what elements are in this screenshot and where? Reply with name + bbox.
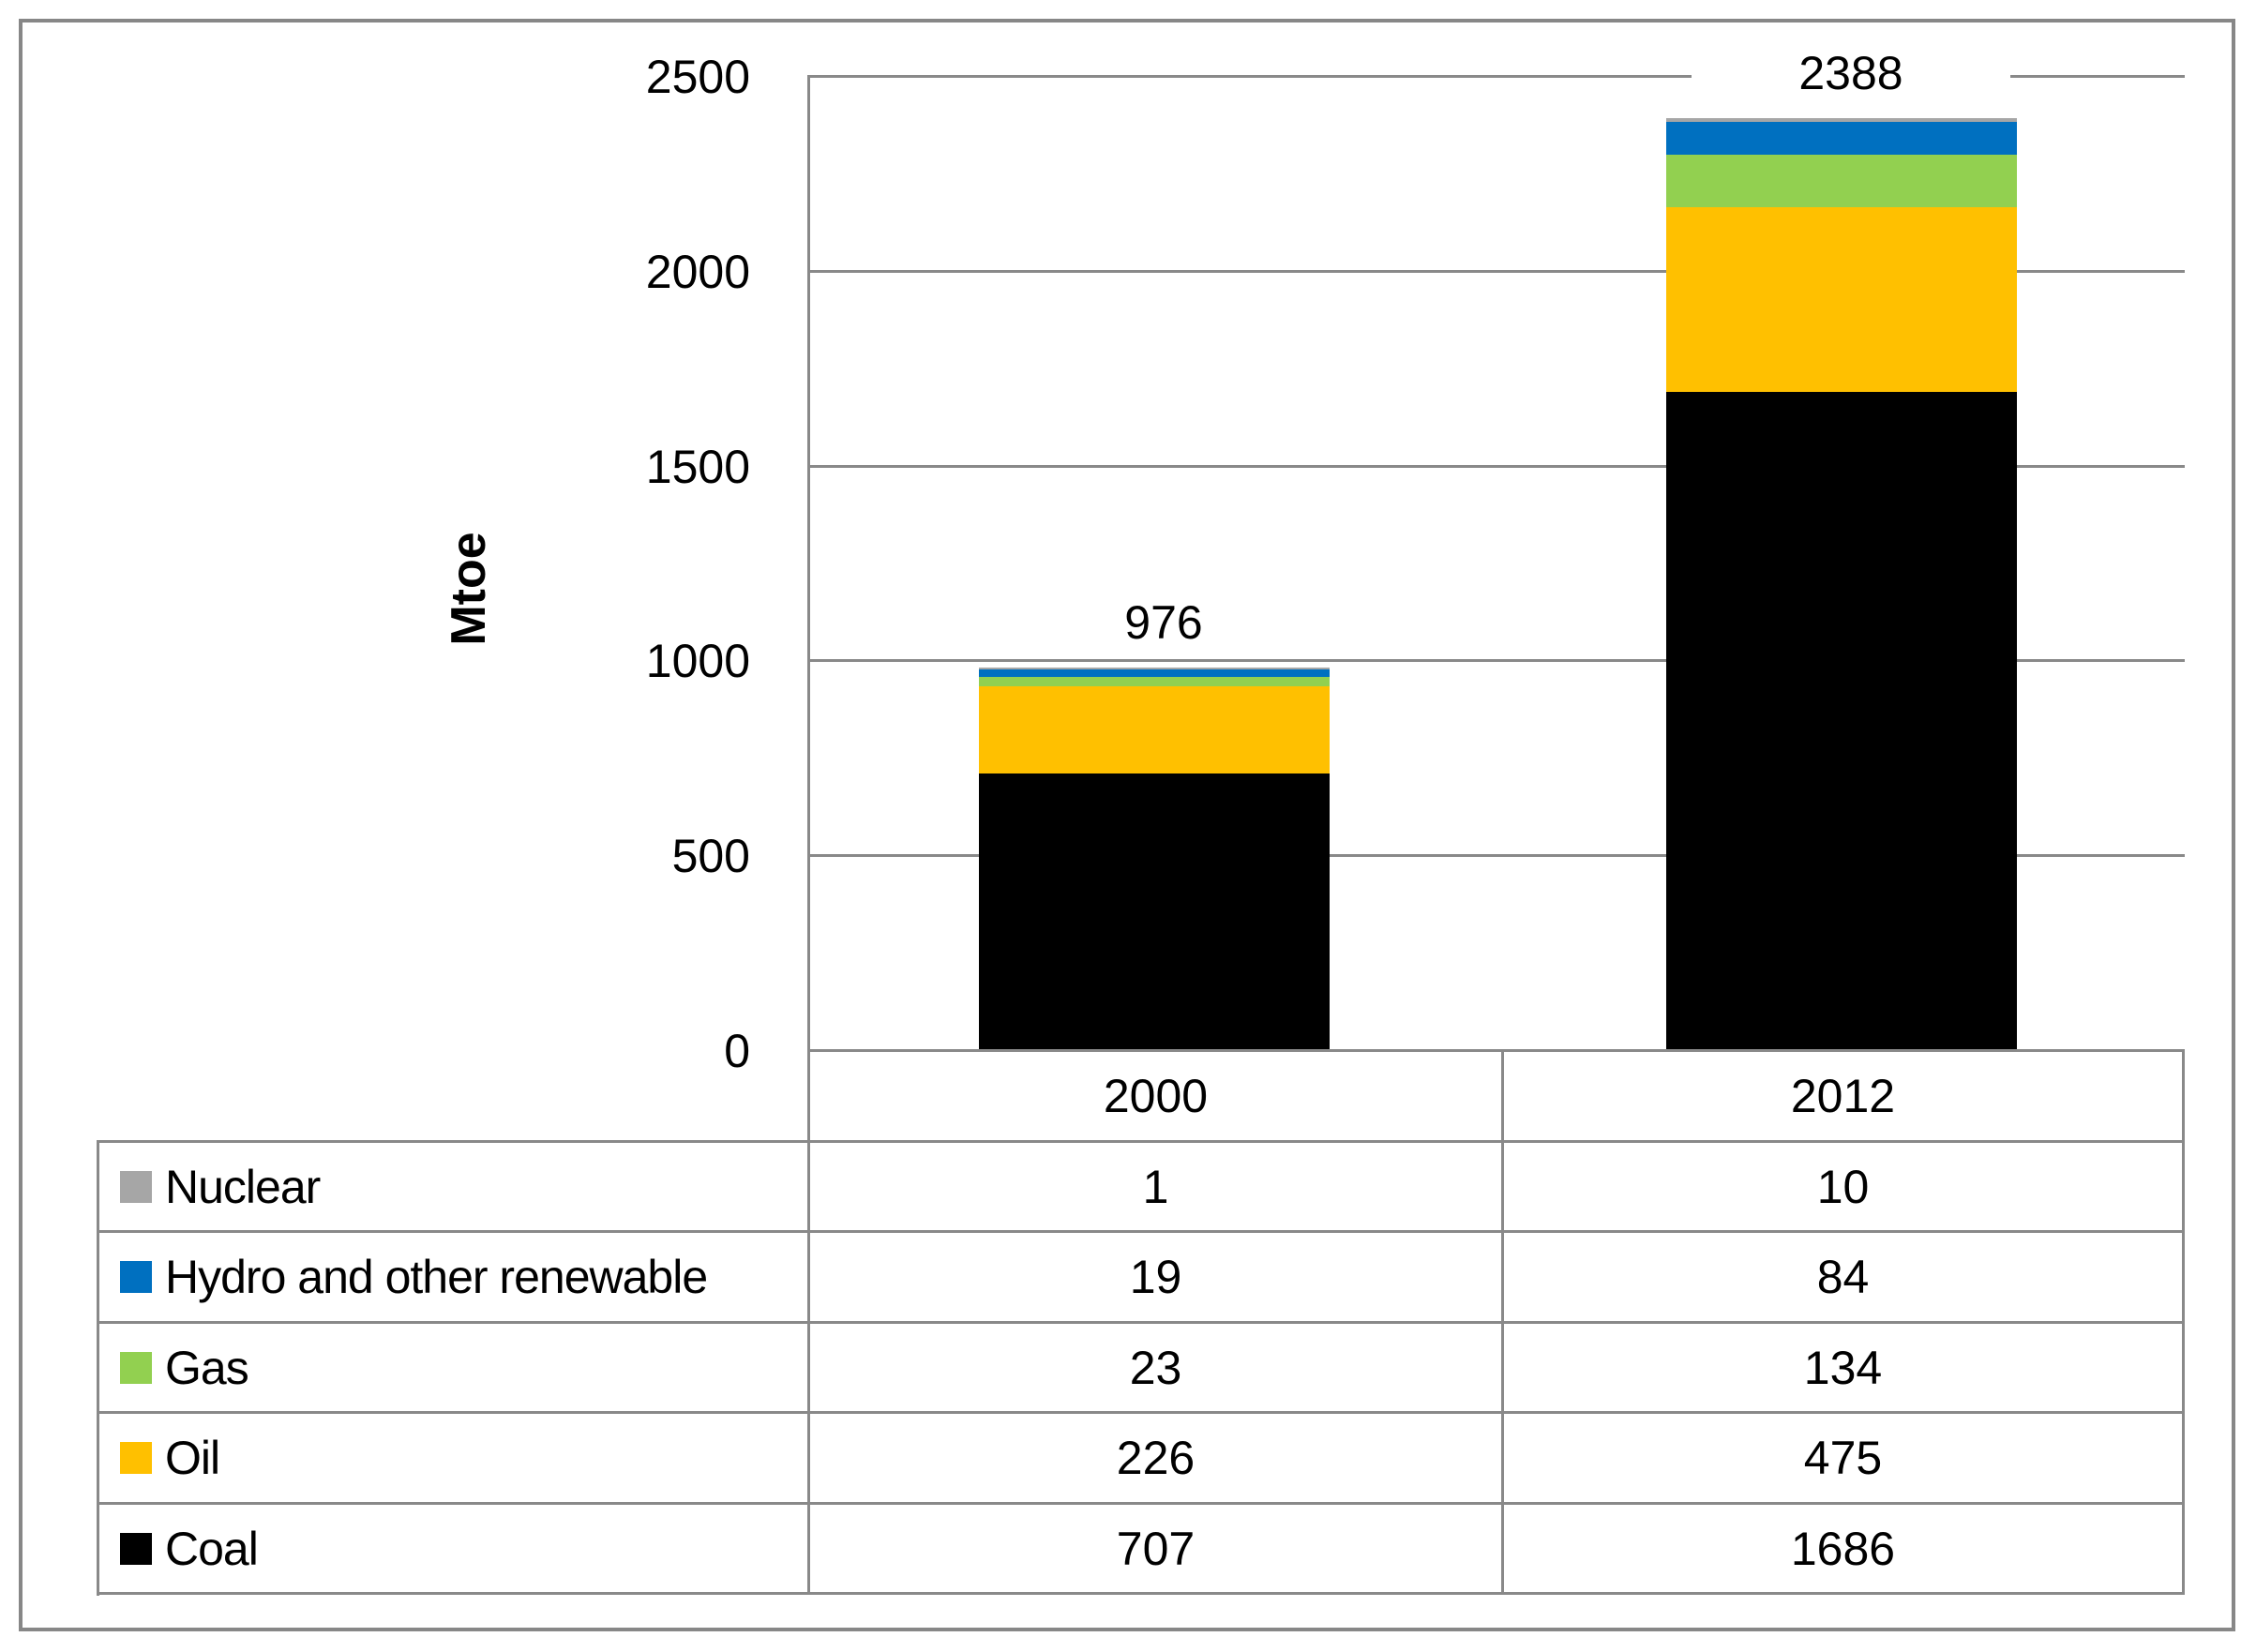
table-right-border [2182, 1049, 2185, 1595]
legend-row-nuclear: Nuclear [120, 1143, 802, 1231]
table-value-hydro-and-other-renewable-2012: 84 [1816, 1251, 1870, 1303]
table-value-hydro-and-other-renewable-2000: 19 [1129, 1251, 1182, 1303]
y-gridline [807, 270, 2185, 273]
gas-swatch-icon [120, 1352, 152, 1384]
table-value-oil-2012: 475 [1803, 1432, 1883, 1484]
outer-border [19, 19, 2235, 1631]
y-tick-label: 2500 [645, 51, 750, 103]
y-axis-line [807, 75, 810, 1595]
bar-segment-oil-2000 [979, 685, 1330, 773]
table-value-gas-2012: 134 [1803, 1342, 1883, 1394]
category-header-2012: 2012 [1790, 1070, 1896, 1122]
table-row-line [97, 1592, 2185, 1595]
bar-segment-nuclear-2012 [1666, 118, 2017, 122]
legend-row-hydro-and-other-renewable: Hydro and other renewable [120, 1233, 802, 1321]
table-value-oil-2000: 226 [1116, 1432, 1196, 1484]
oil-swatch-icon [120, 1442, 152, 1474]
y-axis-title: Mtoe [442, 532, 496, 646]
y-gridline [807, 465, 2185, 468]
nuclear-swatch-icon [120, 1171, 152, 1203]
y-gridline [807, 75, 2185, 78]
legend-label-coal: Coal [165, 1523, 259, 1575]
y-tick-label: 0 [724, 1025, 750, 1077]
legend-row-coal: Coal [120, 1505, 802, 1593]
x-axis-line [807, 1049, 2185, 1052]
bar-total-label-2000: 976 [1004, 596, 1323, 649]
legend-label-hydro-and-other-renewable: Hydro and other renewable [165, 1251, 708, 1303]
bar-segment-gas-2012 [1666, 155, 2017, 207]
legend-row-oil: Oil [120, 1414, 802, 1502]
table-value-gas-2000: 23 [1129, 1342, 1182, 1394]
coal-swatch-icon [120, 1533, 152, 1565]
hydro-and-other-renewable-swatch-icon [120, 1261, 152, 1293]
category-header-2000: 2000 [1103, 1070, 1209, 1122]
y-tick-label: 500 [671, 830, 750, 882]
table-value-nuclear-2012: 10 [1816, 1161, 1870, 1213]
table-value-coal-2012: 1686 [1790, 1523, 1896, 1575]
bar-segment-coal-2000 [979, 773, 1330, 1049]
bar-segment-gas-2000 [979, 677, 1330, 686]
table-row-line [97, 1411, 2185, 1414]
bar-segment-coal-2012 [1666, 392, 2017, 1049]
table-row-line [97, 1321, 2185, 1324]
table-row-line [97, 1502, 2185, 1505]
legend-label-oil: Oil [165, 1432, 220, 1484]
table-row-line [97, 1230, 2185, 1233]
bar-segment-oil-2012 [1666, 207, 2017, 392]
table-value-coal-2000: 707 [1116, 1523, 1196, 1575]
y-gridline [807, 854, 2185, 857]
table-left-border [97, 1140, 99, 1596]
bar-segment-nuclear-2000 [979, 668, 1330, 669]
bar-segment-hydro-and-other-renewable-2000 [979, 669, 1330, 677]
bar-segment-hydro-and-other-renewable-2012 [1666, 122, 2017, 155]
table-row-line [97, 1140, 2185, 1143]
y-tick-label: 1000 [645, 635, 750, 687]
legend-label-nuclear: Nuclear [165, 1161, 321, 1213]
y-tick-label: 1500 [645, 441, 750, 493]
table-column-divider [1501, 1049, 1504, 1595]
legend-label-gas: Gas [165, 1342, 249, 1394]
y-gridline [807, 659, 2185, 662]
table-value-nuclear-2000: 1 [1142, 1161, 1169, 1213]
y-tick-label: 2000 [645, 246, 750, 298]
bar-total-label-2012: 2388 [1692, 47, 2010, 99]
legend-row-gas: Gas [120, 1324, 802, 1412]
